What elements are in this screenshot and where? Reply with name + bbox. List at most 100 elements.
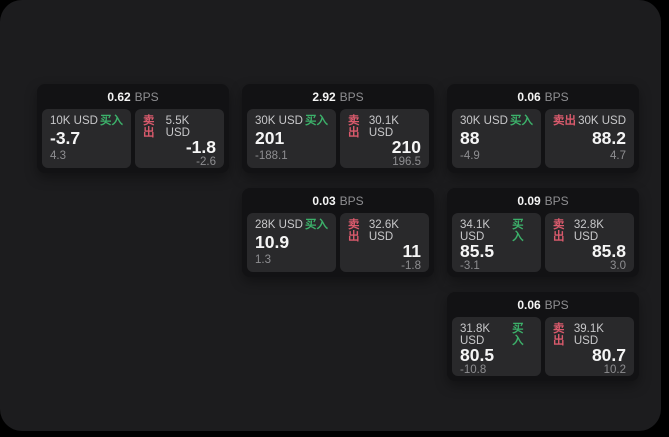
buy-quote-tile[interactable]: 30K USD 买入 201 -188.1 [247,109,336,168]
sell-amount: 32.8K USD [573,219,604,243]
sell-side-label: 卖出 [553,323,565,347]
sell-quote-tile[interactable]: 卖出 30K USD 88.2 4.7 [545,109,634,168]
buy-amount: 30K USD [255,115,303,127]
buy-tile-header: 28K USD 买入 [255,219,328,232]
sell-side-label: 卖出 [553,115,576,127]
sell-quote-tile[interactable]: 卖出 5.5K USD -1.8 -2.6 [135,109,224,168]
sell-sub-value: 4.7 [610,149,626,162]
sell-price: 11 [402,241,422,261]
sell-tile-header: 卖出 30K USD [553,115,626,128]
main-panel: 0.62 BPS 10K USD 买入 -3.7 4.3 卖出 5.5K USD… [0,0,661,431]
sell-side-label: 卖出 [348,219,360,243]
sell-side-label: 卖出 [348,115,360,139]
sell-tile-header: 卖出 32.8K USD [553,219,626,243]
buy-tile-header: 34.1K USD 买入 [460,219,533,243]
card-header: 0.09 BPS [452,188,634,213]
sell-tile-header: 卖出 30.1K USD [348,115,421,139]
buy-amount: 28K USD [255,219,303,231]
sell-amount: 30K USD [578,115,626,127]
sell-tile-header: 卖出 32.6K USD [348,219,421,243]
quote-card: 0.03 BPS 28K USD 买入 10.9 1.3 卖出 32.6K US… [242,188,434,277]
buy-sub-value: -3.1 [460,259,480,272]
buy-quote-tile[interactable]: 10K USD 买入 -3.7 4.3 [42,109,131,168]
quote-tiles: 34.1K USD 买入 85.5 -3.1 卖出 32.8K USD 85.8… [452,213,634,272]
sell-quote-tile[interactable]: 卖出 30.1K USD 210 196.5 [340,109,429,168]
sell-side-label: 卖出 [143,115,155,139]
buy-tile-header: 30K USD 买入 [255,115,328,128]
card-header: 0.62 BPS [42,84,224,109]
buy-price: 88 [460,128,480,149]
buy-quote-tile[interactable]: 28K USD 买入 10.9 1.3 [247,213,336,272]
cards-grid: 0.62 BPS 10K USD 买入 -3.7 4.3 卖出 5.5K USD… [37,84,639,381]
sell-quote-tile[interactable]: 卖出 39.1K USD 80.7 10.2 [545,317,634,376]
buy-tile-header: 30K USD 买入 [460,115,533,128]
bps-unit-label: BPS [544,89,569,104]
quote-tiles: 10K USD 买入 -3.7 4.3 卖出 5.5K USD -1.8 -2.… [42,109,224,168]
sell-price: 210 [391,137,421,157]
buy-quote-tile[interactable]: 30K USD 买入 88 -4.9 [452,109,541,168]
buy-side-label: 买入 [512,219,524,243]
bps-value: 0.03 [312,193,336,208]
quote-tiles: 31.8K USD 买入 80.5 -10.8 卖出 39.1K USD 80.… [452,317,634,376]
quote-tiles: 28K USD 买入 10.9 1.3 卖出 32.6K USD 11 -1.8 [247,213,429,272]
buy-quote-tile[interactable]: 31.8K USD 买入 80.5 -10.8 [452,317,541,376]
sell-price: 85.8 [591,241,626,261]
buy-sub-value: 1.3 [255,253,271,266]
sell-quote-tile[interactable]: 卖出 32.8K USD 85.8 3.0 [545,213,634,272]
sell-amount: 30.1K USD [368,115,399,139]
bps-unit-label: BPS [544,297,569,312]
bps-unit-label: BPS [339,89,364,104]
buy-price: 85.5 [460,241,495,261]
buy-sub-value: -10.8 [460,363,487,376]
sell-sub-value: 3.0 [610,259,626,272]
bps-unit-label: BPS [134,89,159,104]
buy-side-label: 买入 [512,323,524,347]
quote-card: 0.09 BPS 34.1K USD 买入 85.5 -3.1 卖出 32.8K… [447,188,639,277]
quote-card: 0.62 BPS 10K USD 买入 -3.7 4.3 卖出 5.5K USD… [37,84,229,173]
buy-side-label: 买入 [100,115,123,127]
bps-unit-label: BPS [544,193,569,208]
sell-price: 88.2 [591,128,626,149]
sell-amount: 5.5K USD [165,115,190,139]
bps-value: 2.92 [312,89,336,104]
buy-sub-value: 4.3 [50,149,66,162]
quote-card: 0.06 BPS 31.8K USD 买入 80.5 -10.8 卖出 39.1… [447,292,639,381]
buy-amount: 30K USD [460,115,508,127]
sell-sub-value: -2.6 [196,155,216,168]
card-header: 0.06 BPS [452,292,634,317]
buy-sub-value: -188.1 [255,149,288,162]
buy-amount: 10K USD [50,115,98,127]
buy-price: 10.9 [255,232,290,253]
buy-side-label: 买入 [510,115,533,127]
sell-price: -1.8 [185,137,216,157]
buy-price: -3.7 [50,128,81,149]
buy-price: 80.5 [460,345,495,365]
card-header: 0.03 BPS [247,188,429,213]
sell-sub-value: 196.5 [392,155,421,168]
bps-value: 0.06 [517,89,541,104]
bps-value: 0.62 [107,89,131,104]
sell-amount: 32.6K USD [368,219,399,243]
quote-card: 0.06 BPS 30K USD 买入 88 -4.9 卖出 30K USD 8… [447,84,639,173]
quote-tiles: 30K USD 买入 88 -4.9 卖出 30K USD 88.2 4.7 [452,109,634,168]
card-header: 2.92 BPS [247,84,429,109]
bps-value: 0.06 [517,297,541,312]
buy-side-label: 买入 [305,115,328,127]
bps-value: 0.09 [517,193,541,208]
sell-price: 80.7 [591,345,626,365]
sell-tile-header: 卖出 39.1K USD [553,323,626,347]
bps-unit-label: BPS [339,193,364,208]
sell-sub-value: 10.2 [603,363,626,376]
quote-tiles: 30K USD 买入 201 -188.1 卖出 30.1K USD 210 1… [247,109,429,168]
card-header: 0.06 BPS [452,84,634,109]
sell-quote-tile[interactable]: 卖出 32.6K USD 11 -1.8 [340,213,429,272]
buy-sub-value: -4.9 [460,149,480,162]
quote-card: 2.92 BPS 30K USD 买入 201 -188.1 卖出 30.1K … [242,84,434,173]
buy-price: 201 [255,128,285,149]
buy-amount: 34.1K USD [460,219,491,243]
sell-amount: 39.1K USD [573,323,604,347]
buy-tile-header: 31.8K USD 买入 [460,323,533,347]
buy-quote-tile[interactable]: 34.1K USD 买入 85.5 -3.1 [452,213,541,272]
sell-side-label: 卖出 [553,219,565,243]
buy-tile-header: 10K USD 买入 [50,115,123,128]
